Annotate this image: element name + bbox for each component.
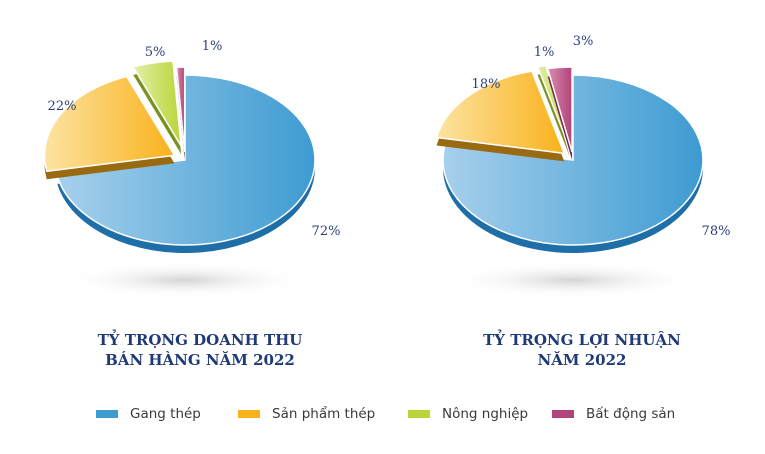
- legend-swatch-nong-nghiep: [408, 410, 430, 418]
- chart-title-revenue-line-1: TỶ TRỌNG DOANH THU: [97, 331, 303, 349]
- pie-shadow: [448, 262, 698, 298]
- pie-slice-san-pham-thep: [435, 70, 566, 162]
- legend-item-nong-nghiep: Nông nghiệp: [408, 406, 528, 422]
- pie-slice-top-bat-dong-san: [546, 66, 573, 153]
- pie-chart-1: 72% 22% 5% 1%: [43, 39, 341, 298]
- data-label-gang-thep: 78%: [702, 224, 731, 239]
- legend-item-gang-thep: Gang thép: [96, 406, 201, 422]
- chart-title-profit: TỶ TRỌNG LỢI NHUẬN NĂM 2022: [432, 330, 732, 370]
- pie-slice-top-nong-nghiep: [536, 64, 571, 150]
- pie-slice-bat-dong-san: [175, 66, 186, 161]
- legend-label-nong-nghiep: Nông nghiệp: [442, 406, 529, 422]
- pie-slice-top-san-pham-thep: [435, 70, 566, 155]
- legend-swatch-gang-thep: [96, 410, 118, 418]
- pie-slice-top-san-pham-thep: [43, 75, 176, 173]
- data-label-gang-thep: 72%: [312, 224, 341, 239]
- chart-title-profit-line-2: NĂM 2022: [537, 351, 627, 369]
- pie-slice-bat-dong-san: [546, 66, 573, 161]
- data-label-san-pham-thep: 22%: [48, 99, 77, 114]
- data-label-bat-dong-san: 1%: [202, 39, 223, 54]
- legend-item-bat-dong-san: Bất động sản: [552, 406, 675, 422]
- pie-slice-nong-nghiep: [132, 60, 182, 154]
- pie-shadow: [60, 262, 310, 298]
- pie-slice-top-nong-nghiep: [132, 60, 182, 147]
- chart-title-revenue-line-2: BÁN HÀNG NĂM 2022: [105, 351, 295, 369]
- pie-slice-nong-nghiep: [536, 64, 571, 158]
- pie-slice-gang-thep: [442, 74, 704, 254]
- pie-slice-top-gang-thep: [56, 74, 316, 246]
- legend-swatch-bat-dong-san: [552, 410, 574, 418]
- legend-item-san-pham-thep: Sản phẩm thép: [238, 406, 375, 422]
- pie-slice-side-nong-nghiep: [537, 73, 570, 158]
- pie-slice-top-bat-dong-san: [175, 66, 186, 153]
- legend-label-san-pham-thep: Sản phẩm thép: [272, 406, 376, 422]
- pie-chart-2: 78% 18% 1% 3%: [435, 34, 731, 298]
- data-label-nong-nghiep: 1%: [534, 45, 555, 60]
- data-label-nong-nghiep: 5%: [145, 45, 166, 60]
- chart-title-profit-line-1: TỶ TRỌNG LỢI NHUẬN: [483, 331, 681, 349]
- legend-label-bat-dong-san: Bất động sản: [586, 406, 676, 422]
- pie-slice-san-pham-thep: [43, 75, 176, 180]
- data-label-bat-dong-san: 3%: [573, 34, 594, 49]
- legend-swatch-san-pham-thep: [238, 410, 260, 418]
- pie-slice-gang-thep: [56, 74, 316, 254]
- chart-title-revenue: TỶ TRỌNG DOANH THU BÁN HÀNG NĂM 2022: [50, 330, 350, 370]
- data-label-san-pham-thep: 18%: [472, 77, 501, 92]
- pie-slice-top-gang-thep: [442, 74, 704, 246]
- legend-label-gang-thep: Gang thép: [130, 406, 201, 422]
